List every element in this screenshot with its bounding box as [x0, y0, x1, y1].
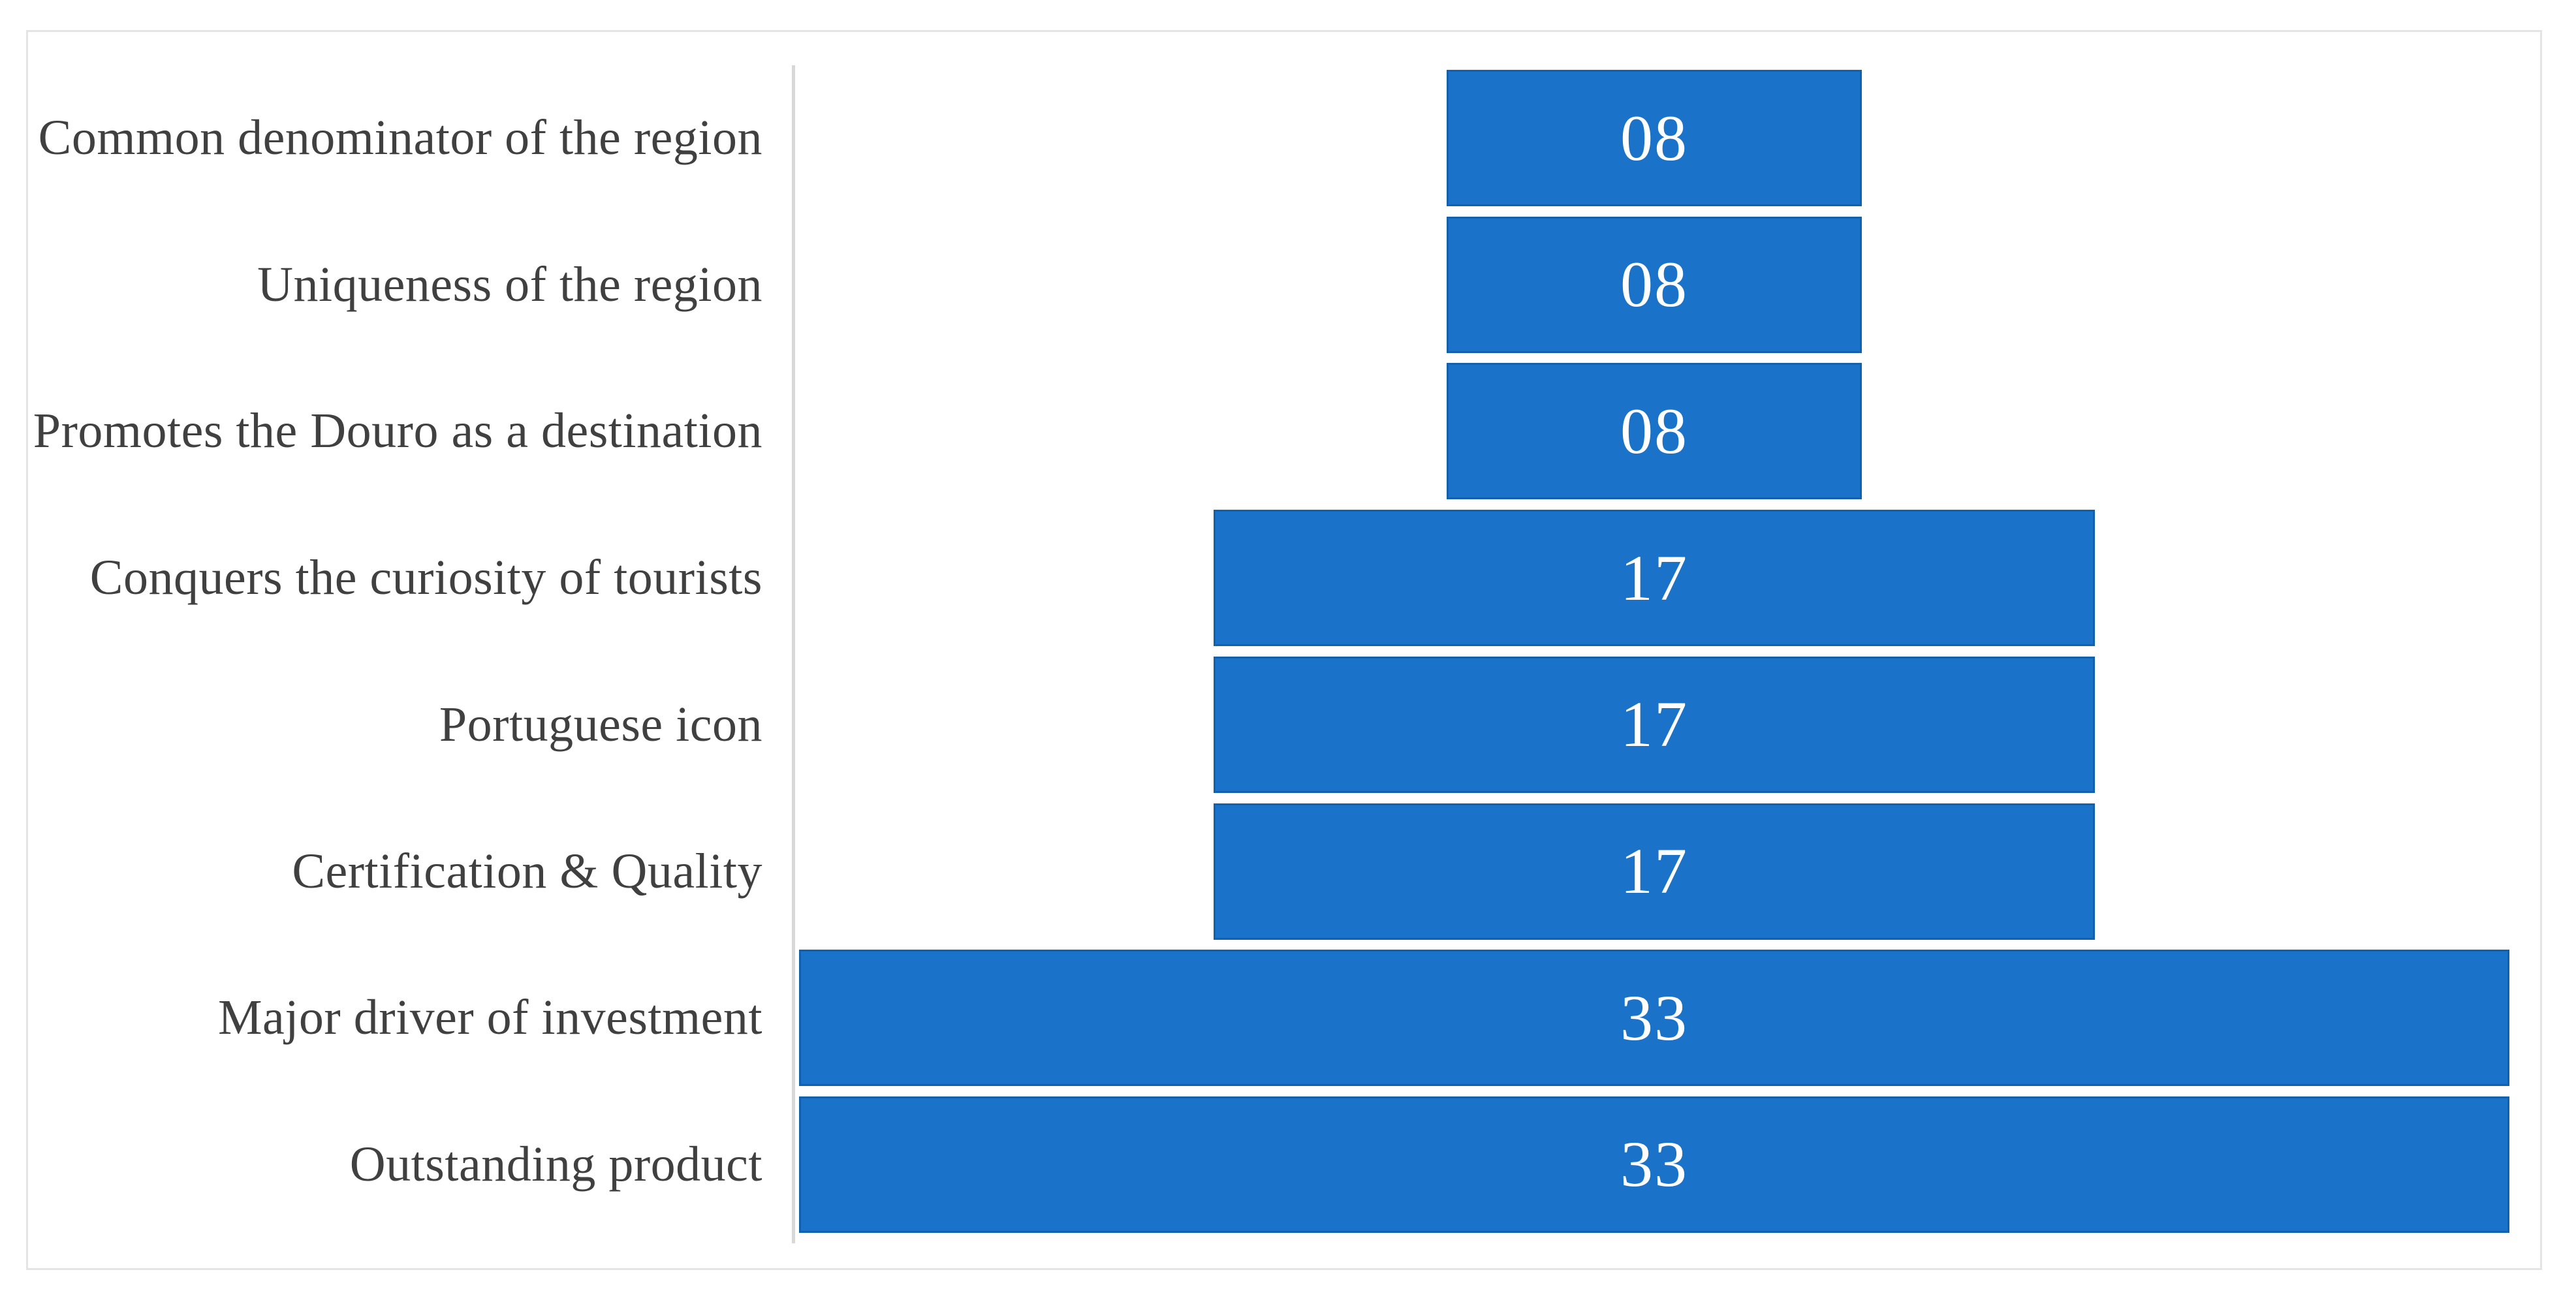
plot-area-row: 33: [799, 950, 2509, 1087]
axis-gap: [777, 1096, 799, 1233]
category-label: Certification & Quality: [292, 843, 762, 899]
chart-row: Outstanding product 33: [39, 1096, 2509, 1233]
category-axis-line: [792, 65, 795, 1243]
chart-row: Uniqueness of the region 08: [39, 216, 2509, 353]
bar-value-label: 33: [1620, 981, 1688, 1054]
funnel-bar: 17: [1214, 656, 2095, 793]
chart-row: Portuguese icon 17: [39, 656, 2509, 793]
category-label: Common denominator of the region: [38, 110, 762, 165]
axis-gap: [777, 363, 799, 499]
bar-value-label: 08: [1620, 394, 1688, 467]
funnel-bar: 08: [1447, 363, 1862, 500]
axis-gap: [777, 657, 799, 793]
funnel-bar: 17: [1214, 510, 2095, 647]
bar-value-label: 17: [1620, 688, 1688, 761]
chart-row: Promotes the Douro as a destination 08: [33, 363, 2509, 500]
axis-gap: [777, 803, 799, 940]
chart-row: Common denominator of the region 08: [39, 70, 2509, 206]
category-label: Outstanding product: [349, 1136, 762, 1192]
axis-gap: [777, 70, 799, 206]
plot-area-row: 08: [799, 216, 2509, 353]
category-label: Conquers the curiosity of tourists: [89, 550, 762, 606]
bar-value-label: 08: [1620, 248, 1688, 321]
category-label: Promotes the Douro as a destination: [33, 403, 762, 459]
plot-area-row: 33: [799, 1096, 2509, 1233]
bar-value-label: 33: [1620, 1128, 1688, 1201]
category-label: Uniqueness of the region: [257, 256, 762, 312]
bar-value-label: 17: [1620, 541, 1688, 614]
category-label: Portuguese icon: [439, 696, 762, 752]
funnel-bar: 33: [799, 1096, 2509, 1233]
plot-area-row: 17: [799, 510, 2509, 647]
chart-row: Major driver of investment 33: [39, 950, 2509, 1087]
axis-gap: [777, 510, 799, 646]
chart-row: Conquers the curiosity of tourists 17: [39, 510, 2509, 647]
axis-gap: [777, 950, 799, 1086]
funnel-bar: 17: [1214, 803, 2095, 940]
bar-value-label: 17: [1620, 835, 1688, 908]
axis-gap: [777, 217, 799, 353]
funnel-bar: 08: [1447, 70, 1862, 206]
plot-area-row: 08: [799, 363, 2509, 500]
bar-chart: Common denominator of the region 08 Uniq…: [33, 70, 2509, 1233]
funnel-bar: 33: [799, 950, 2509, 1087]
plot-area-row: 08: [799, 70, 2509, 206]
plot-area-row: 17: [799, 656, 2509, 793]
category-label: Major driver of investment: [217, 990, 762, 1046]
funnel-bar: 08: [1447, 216, 1862, 353]
plot-area-row: 17: [799, 803, 2509, 940]
chart-row: Certification & Quality 17: [39, 803, 2509, 940]
bar-value-label: 08: [1620, 101, 1688, 174]
